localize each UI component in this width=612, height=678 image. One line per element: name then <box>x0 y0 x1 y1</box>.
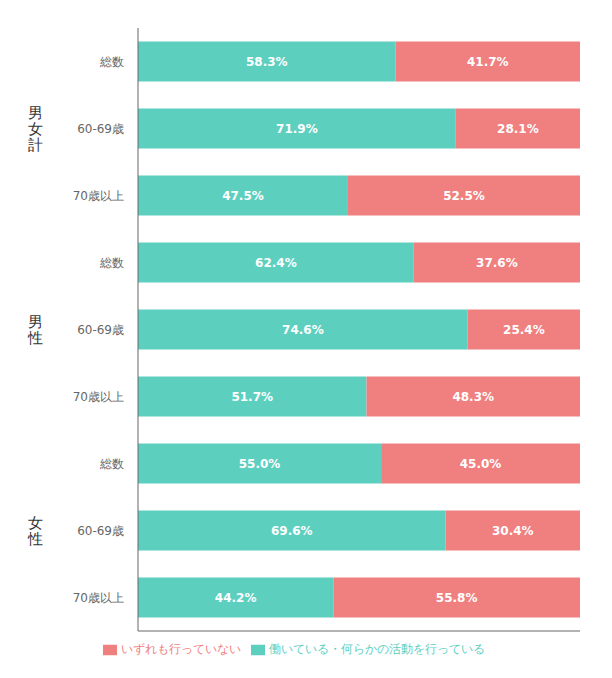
svg-text:55.0%: 55.0% <box>239 457 281 471</box>
svg-text:総数: 総数 <box>99 457 124 471</box>
svg-text:28.1%: 28.1% <box>497 122 539 136</box>
svg-text:47.5%: 47.5% <box>222 189 264 203</box>
svg-text:70歳以上: 70歳以上 <box>73 189 124 203</box>
svg-text:62.4%: 62.4% <box>255 256 297 270</box>
svg-text:60-69歳: 60-69歳 <box>77 524 124 538</box>
svg-text:69.6%: 69.6% <box>271 524 313 538</box>
html-text:働いている・何らかの活動を行っている: 働いている・何らかの活動を行っている <box>269 642 485 656</box>
svg-text:男性: 男性 <box>27 313 43 347</box>
svg-text:70歳以上: 70歳以上 <box>73 591 124 605</box>
svg-text:58.3%: 58.3% <box>246 55 288 69</box>
svg-text:37.6%: 37.6% <box>476 256 518 270</box>
svg-text:女性: 女性 <box>27 514 43 548</box>
svg-text:71.9%: 71.9% <box>276 122 318 136</box>
svg-text:60-69歳: 60-69歳 <box>77 122 124 136</box>
svg-text:60-69歳: 60-69歳 <box>77 323 124 337</box>
svg-text:総数: 総数 <box>99 55 124 69</box>
svg-text:45.0%: 45.0% <box>460 457 502 471</box>
svg-text:51.7%: 51.7% <box>231 390 273 404</box>
svg-text:48.3%: 48.3% <box>452 390 494 404</box>
svg-text:74.6%: 74.6% <box>282 323 324 337</box>
svg-text:52.5%: 52.5% <box>443 189 485 203</box>
svg-text:41.7%: 41.7% <box>467 55 509 69</box>
svg-text:25.4%: 25.4% <box>503 323 545 337</box>
svg-text:30.4%: 30.4% <box>492 524 534 538</box>
svg-text:44.2%: 44.2% <box>215 591 257 605</box>
svg-text:総数: 総数 <box>99 256 124 270</box>
html-text:いずれも行っていない: いずれも行っていない <box>121 642 241 656</box>
svg-text:男女計: 男女計 <box>28 104 43 154</box>
svg-text:70歳以上: 70歳以上 <box>73 390 124 404</box>
svg-text:55.8%: 55.8% <box>436 591 478 605</box>
